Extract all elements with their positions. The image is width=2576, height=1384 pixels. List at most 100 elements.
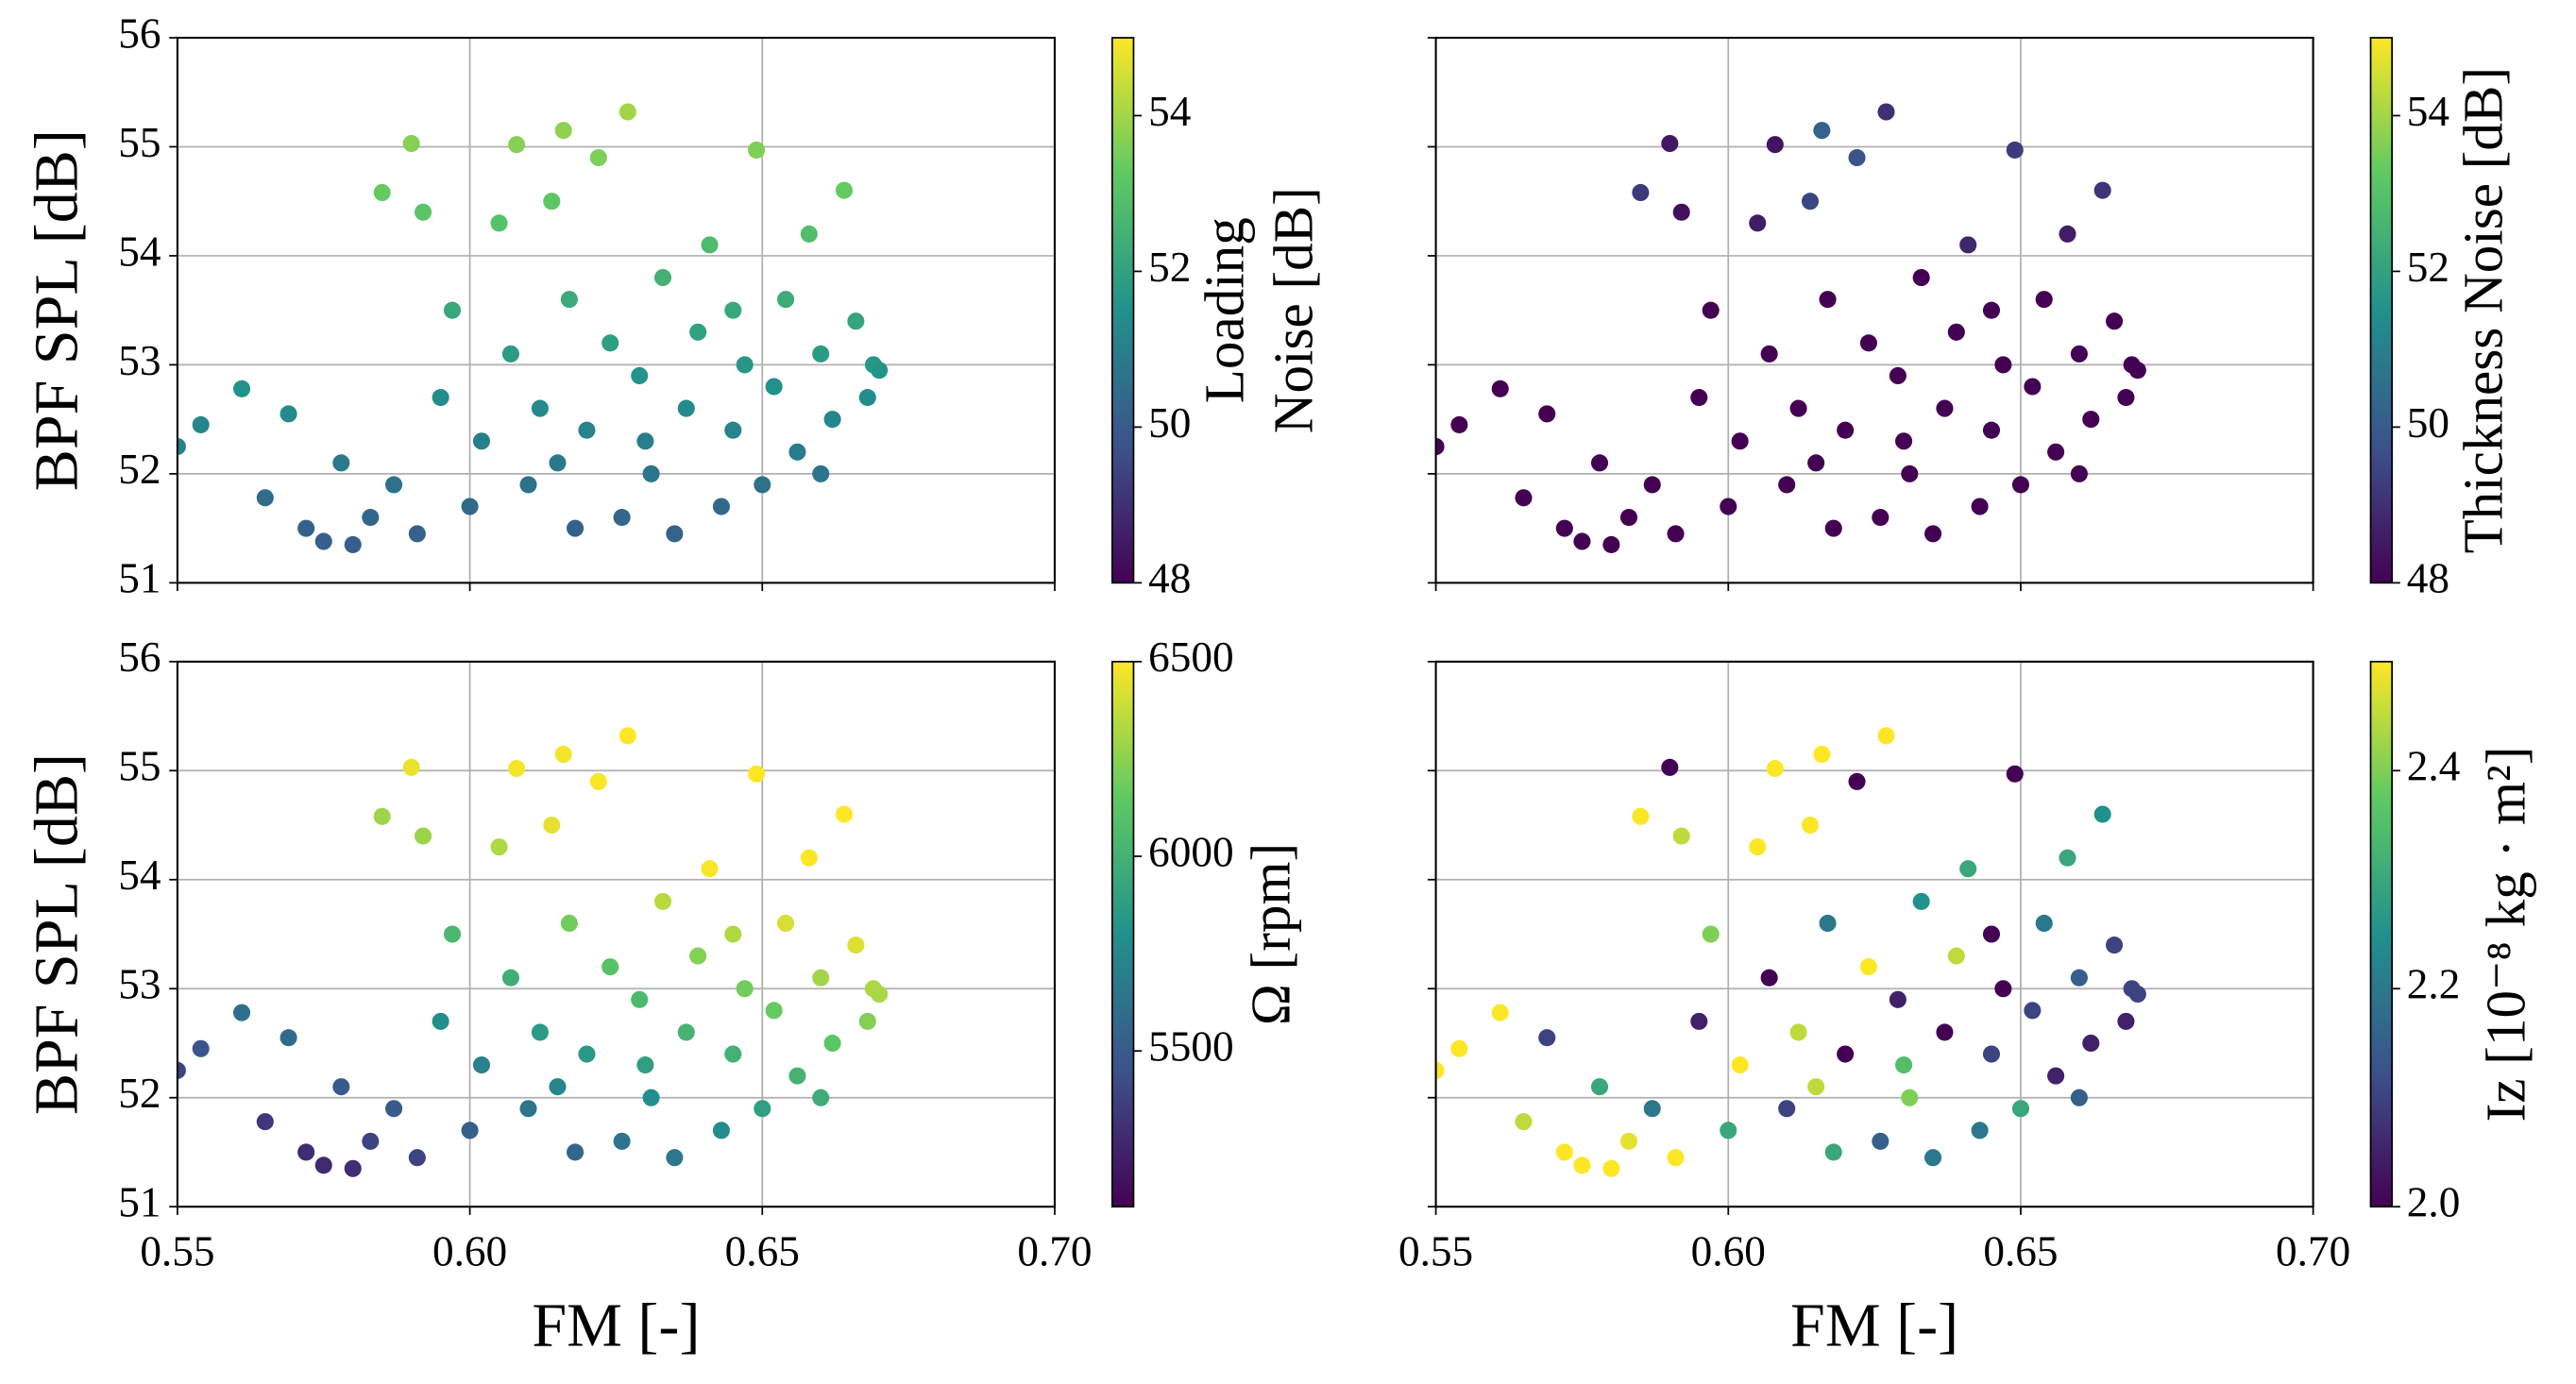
- scatter-point: [724, 301, 742, 319]
- scatter-point: [1720, 498, 1737, 515]
- scatter-point: [256, 1113, 274, 1131]
- scatter-point: [1731, 1056, 1749, 1074]
- scatter-point: [490, 838, 508, 856]
- scatter-point: [1643, 1100, 1661, 1118]
- scatter-point: [1982, 1045, 2001, 1063]
- y-tick-label: 56: [118, 633, 161, 681]
- colorbar-tick-label: 54: [2407, 88, 2449, 135]
- scatter-point: [619, 727, 636, 745]
- scatter-point: [1901, 464, 1919, 482]
- scatter-point: [560, 291, 578, 309]
- scatter-point: [1749, 838, 1767, 856]
- colorbar-label: Thickness Noise [dB]: [2451, 67, 2514, 554]
- scatter-point: [1632, 183, 1650, 202]
- scatter-point: [1491, 1004, 1509, 1021]
- scatter-point: [1667, 525, 1685, 543]
- scatter-point: [508, 759, 526, 778]
- scatter-point: [754, 1100, 771, 1118]
- y-tick-label: 54: [118, 852, 161, 899]
- scatter-point: [724, 925, 742, 943]
- scatter-point: [332, 454, 350, 472]
- scatter-point: [2070, 1089, 2088, 1106]
- scatter-point: [2128, 362, 2146, 380]
- scatter-point: [443, 925, 462, 943]
- scatter-point: [642, 1089, 660, 1106]
- x-tick-label: 0.70: [2276, 1228, 2350, 1275]
- scatter-point: [344, 1159, 362, 1177]
- scatter-point: [385, 1100, 403, 1118]
- axes-frame: [1434, 36, 2314, 584]
- scatter-point: [1859, 334, 1877, 352]
- x-tick-label: 0.70: [1017, 1228, 1092, 1275]
- scatter-point: [567, 519, 585, 537]
- scatter-point: [2035, 291, 2053, 309]
- scatter-point: [1912, 892, 1930, 910]
- colorbar-tick-label: 52: [1148, 244, 1191, 291]
- scatter-point: [1848, 148, 1866, 167]
- scatter-point: [689, 323, 707, 341]
- scatter-point: [1760, 969, 1778, 987]
- y-tick-label: 51: [118, 555, 161, 602]
- y-tick-label: 53: [118, 961, 161, 1008]
- scatter-point: [1819, 291, 1837, 309]
- scatter-point: [701, 236, 719, 254]
- scatter-point: [461, 498, 479, 515]
- scatter-point: [567, 1143, 585, 1161]
- axes-frame: [1434, 660, 2314, 1208]
- scatter-point: [2070, 969, 2088, 987]
- scatter-point: [2035, 914, 2053, 933]
- scatter-point: [192, 415, 210, 433]
- y-axis-label: BPF SPL [dB]: [22, 129, 91, 491]
- scatter-point: [1450, 1039, 1468, 1057]
- scatter-point: [631, 366, 649, 385]
- scatter-point: [1982, 421, 2001, 439]
- scatter-point: [2047, 443, 2065, 461]
- x-axis-label: FM [-]: [1790, 1291, 1958, 1360]
- scatter-point: [1590, 1078, 1609, 1096]
- colorbar: [1110, 37, 1135, 584]
- scatter-point: [1994, 356, 2012, 374]
- scatter-point: [1702, 925, 1720, 943]
- scatter-point: [2024, 378, 2042, 396]
- scatter-point: [362, 1132, 380, 1150]
- scatter-point: [689, 947, 707, 965]
- points: [1435, 727, 2146, 1177]
- scatter-point: [1924, 525, 1942, 543]
- scatter-point: [2070, 345, 2088, 363]
- scatter-point: [788, 1067, 806, 1085]
- scatter-point: [1573, 1156, 1591, 1174]
- scatter-point: [280, 405, 297, 423]
- scatter-point: [1749, 214, 1767, 232]
- scatter-point: [589, 772, 607, 790]
- scatter-point: [1619, 509, 1638, 527]
- scatter-point: [1672, 203, 1690, 221]
- scatter-point: [871, 362, 889, 380]
- colorbar-tick-label: 52: [2407, 244, 2449, 291]
- scatter-point: [1766, 759, 1784, 778]
- scatter-point: [1947, 323, 1965, 341]
- scatter-point: [1555, 519, 1573, 537]
- colorbar-tick-label: 2.4: [2407, 743, 2461, 790]
- y-tick-label: 55: [118, 743, 161, 790]
- scatter-point: [1538, 1029, 1556, 1047]
- scatter-point: [1573, 532, 1591, 550]
- scatter-point: [2117, 1012, 2135, 1030]
- scatter-point: [1807, 454, 1825, 472]
- scatter-point: [177, 437, 186, 456]
- x-tick-label: 0.60: [432, 1228, 507, 1275]
- scatter-point: [1789, 399, 1807, 417]
- scatter-point: [2006, 765, 2024, 783]
- scatter-point: [1947, 947, 1965, 965]
- colorbar-label: Noise [dB]: [1263, 187, 1325, 433]
- scatter-point: [812, 1089, 830, 1106]
- scatter-point: [1982, 925, 2001, 943]
- subplot: 0.55 0.60 0.65 0.70 FM [-] 2.0 2.2 2.4 Iz [10⁻⁸ …: [1398, 660, 2537, 1360]
- scatter-point: [1760, 345, 1778, 363]
- scatter-point: [1555, 1143, 1573, 1161]
- y-tick-label: 51: [118, 1179, 161, 1226]
- scatter-point: [1971, 498, 1989, 515]
- scatter-point: [314, 532, 332, 550]
- scatter-point: [373, 183, 391, 202]
- scatter-point: [1801, 816, 1820, 835]
